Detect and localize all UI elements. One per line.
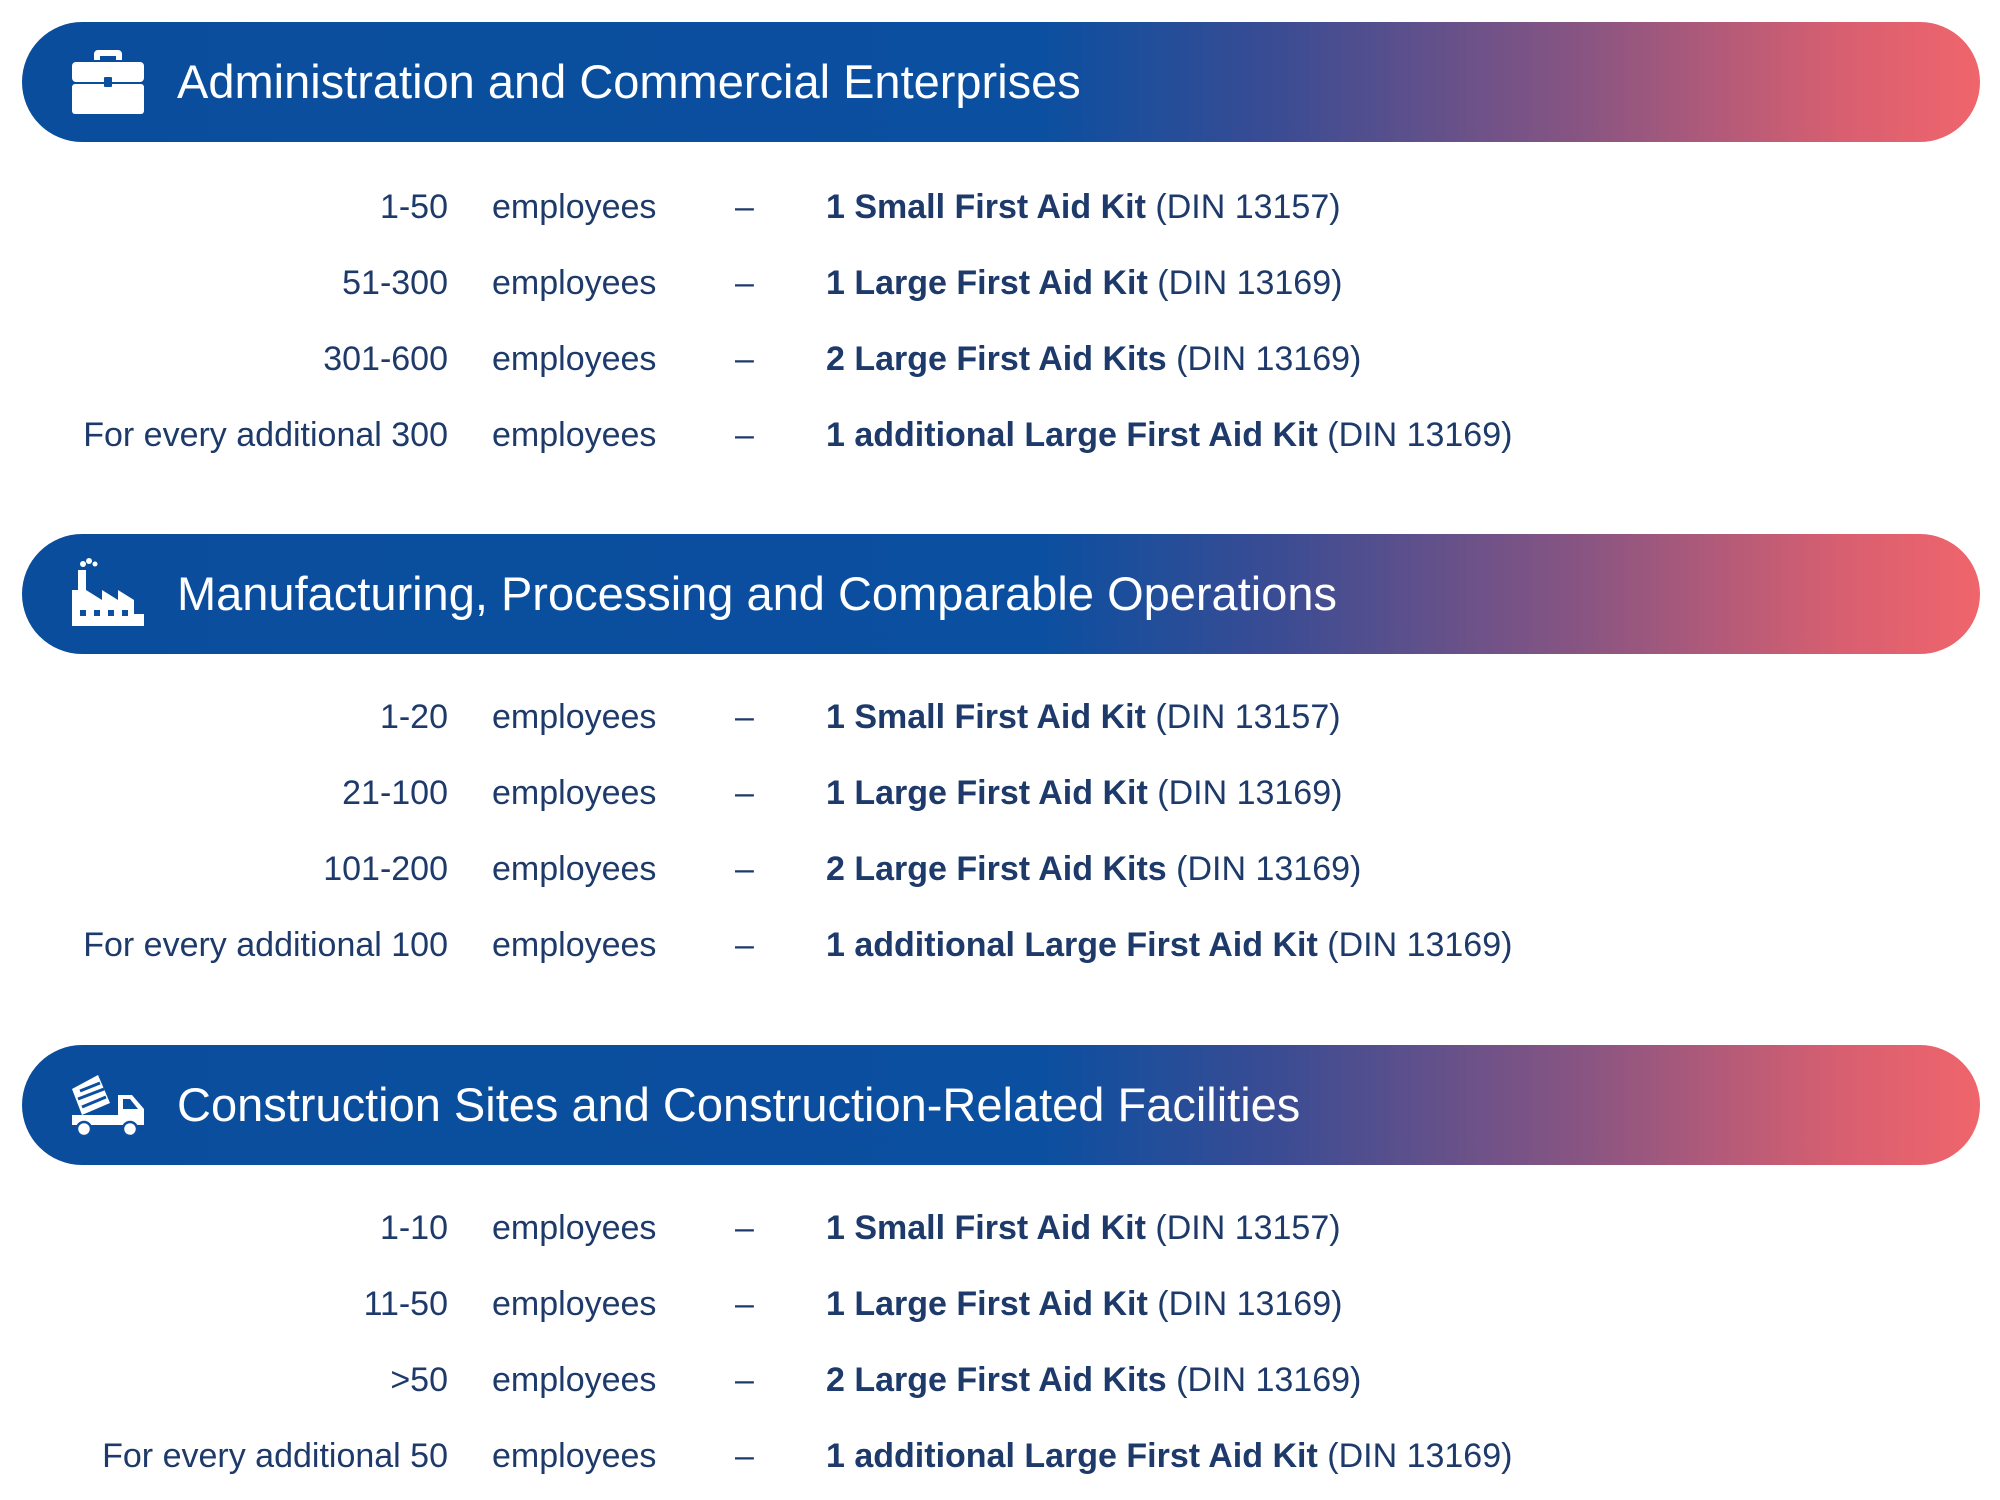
kit-requirement: 1 Large First Aid Kit (DIN 13169) [826, 253, 1342, 313]
cement-mixer-truck-icon [72, 1075, 144, 1138]
dash-separator: – [735, 1285, 754, 1323]
kit-name: 1 Small First Aid Kit [826, 1209, 1146, 1247]
din-standard: (DIN 13169) [1157, 774, 1343, 812]
employee-range: For every additional 100 [83, 926, 448, 964]
kit-requirement: 1 additional Large First Aid Kit (DIN 13… [826, 1426, 1512, 1486]
section-banner: Manufacturing, Processing and Comparable… [22, 534, 1980, 654]
employees-label: employees [492, 850, 657, 888]
kit-requirement: 1 Small First Aid Kit (DIN 13157) [826, 177, 1341, 237]
employee-range: 51-300 [342, 264, 448, 302]
employees-label: employees [492, 416, 657, 454]
dash-separator: – [735, 416, 754, 454]
employee-range: For every additional 300 [83, 416, 448, 454]
kit-name: 1 additional Large First Aid Kit [826, 1437, 1318, 1475]
employees-label: employees [492, 926, 657, 964]
table-row: 1-10 employees – 1 Small First Aid Kit (… [0, 1198, 2000, 1258]
dash-separator: – [735, 926, 754, 964]
dash-separator: – [735, 774, 754, 812]
factory-icon [72, 558, 144, 626]
employees-label: employees [492, 1437, 657, 1475]
din-standard: (DIN 13169) [1327, 1437, 1513, 1475]
kit-requirement: 2 Large First Aid Kits (DIN 13169) [826, 329, 1361, 389]
employees-label: employees [492, 1285, 657, 1323]
din-standard: (DIN 13157) [1155, 698, 1341, 736]
kit-name: 1 Small First Aid Kit [826, 188, 1146, 226]
briefcase-icon [72, 50, 144, 114]
employees-label: employees [492, 188, 657, 226]
din-standard: (DIN 13157) [1155, 188, 1341, 226]
dash-separator: – [735, 188, 754, 226]
din-standard: (DIN 13169) [1176, 340, 1362, 378]
kit-name: 1 Large First Aid Kit [826, 774, 1148, 812]
din-standard: (DIN 13169) [1157, 1285, 1343, 1323]
kit-name: 2 Large First Aid Kits [826, 340, 1167, 378]
kit-requirement: 2 Large First Aid Kits (DIN 13169) [826, 839, 1361, 899]
din-standard: (DIN 13169) [1176, 1361, 1362, 1399]
dash-separator: – [735, 1209, 754, 1247]
din-standard: (DIN 13157) [1155, 1209, 1341, 1247]
kit-name: 1 additional Large First Aid Kit [826, 926, 1318, 964]
kit-name: 1 Small First Aid Kit [826, 698, 1146, 736]
din-standard: (DIN 13169) [1327, 926, 1513, 964]
section-title: Construction Sites and Construction-Rela… [177, 1078, 1301, 1131]
employee-range: >50 [390, 1361, 448, 1399]
section-banner: Administration and Commercial Enterprise… [22, 22, 1980, 142]
dash-separator: – [735, 850, 754, 888]
table-row: 11-50 employees – 1 Large First Aid Kit … [0, 1274, 2000, 1334]
table-row: 101-200 employees – 2 Large First Aid Ki… [0, 839, 2000, 899]
employees-label: employees [492, 698, 657, 736]
employees-label: employees [492, 774, 657, 812]
section-title: Manufacturing, Processing and Comparable… [177, 567, 1337, 620]
table-row: 301-600 employees – 2 Large First Aid Ki… [0, 329, 2000, 389]
kit-requirement: 1 additional Large First Aid Kit (DIN 13… [826, 405, 1512, 465]
employee-range: 301-600 [323, 340, 448, 378]
employee-range: 1-20 [379, 698, 448, 736]
employee-range: For every additional 50 [102, 1437, 448, 1475]
kit-name: 2 Large First Aid Kits [826, 850, 1167, 888]
dash-separator: – [735, 1361, 754, 1399]
employee-range: 21-100 [342, 774, 448, 812]
dash-separator: – [735, 698, 754, 736]
table-row: 1-20 employees – 1 Small First Aid Kit (… [0, 687, 2000, 747]
dash-separator: – [735, 264, 754, 302]
table-row: 21-100 employees – 1 Large First Aid Kit… [0, 763, 2000, 823]
table-row: 51-300 employees – 1 Large First Aid Kit… [0, 253, 2000, 313]
kit-requirement: 1 Small First Aid Kit (DIN 13157) [826, 687, 1341, 747]
employee-range: 1-50 [379, 188, 448, 226]
employees-label: employees [492, 264, 657, 302]
table-row: >50 employees – 2 Large First Aid Kits (… [0, 1350, 2000, 1410]
kit-requirement: 2 Large First Aid Kits (DIN 13169) [826, 1350, 1361, 1410]
employee-range: 101-200 [323, 850, 448, 888]
table-row: For every additional 50 employees – 1 ad… [0, 1426, 2000, 1486]
kit-name: 1 additional Large First Aid Kit [826, 416, 1318, 454]
employees-label: employees [492, 1361, 657, 1399]
din-standard: (DIN 13169) [1176, 850, 1362, 888]
table-row: For every additional 300 employees – 1 a… [0, 405, 2000, 465]
kit-name: 2 Large First Aid Kits [826, 1361, 1167, 1399]
employees-label: employees [492, 340, 657, 378]
table-row: For every additional 100 employees – 1 a… [0, 915, 2000, 975]
kit-name: 1 Large First Aid Kit [826, 1285, 1148, 1323]
din-standard: (DIN 13169) [1157, 264, 1343, 302]
table-row: 1-50 employees – 1 Small First Aid Kit (… [0, 177, 2000, 237]
kit-requirement: 1 additional Large First Aid Kit (DIN 13… [826, 915, 1512, 975]
kit-name: 1 Large First Aid Kit [826, 264, 1148, 302]
dash-separator: – [735, 340, 754, 378]
section-title: Administration and Commercial Enterprise… [177, 55, 1081, 108]
kit-requirement: 1 Small First Aid Kit (DIN 13157) [826, 1198, 1341, 1258]
kit-requirement: 1 Large First Aid Kit (DIN 13169) [826, 1274, 1342, 1334]
din-standard: (DIN 13169) [1327, 416, 1513, 454]
employee-range: 1-10 [379, 1209, 448, 1247]
dash-separator: – [735, 1437, 754, 1475]
employee-range: 11-50 [363, 1285, 448, 1323]
employees-label: employees [492, 1209, 657, 1247]
section-banner: Construction Sites and Construction-Rela… [22, 1045, 1980, 1165]
kit-requirement: 1 Large First Aid Kit (DIN 13169) [826, 763, 1342, 823]
